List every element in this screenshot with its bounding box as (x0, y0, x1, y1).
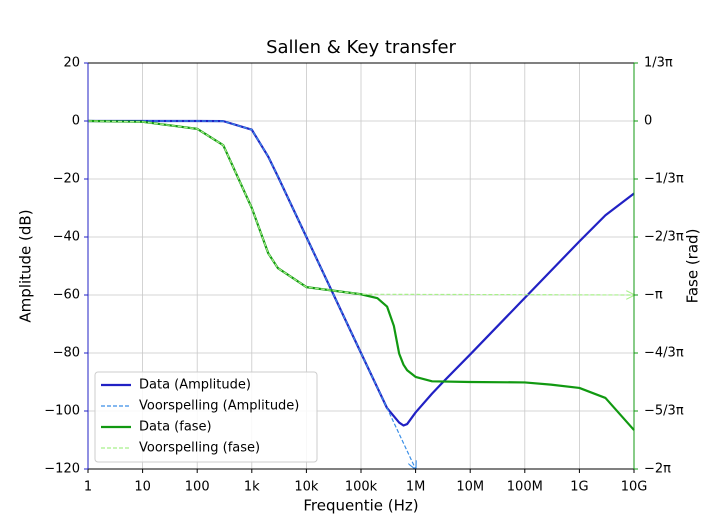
y-tick-label: −40 (53, 230, 80, 245)
legend-label: Data (Amplitude) (139, 378, 251, 393)
legend-label: Data (fase) (139, 420, 212, 435)
y2-tick-label: −2/3π (644, 230, 684, 245)
legend-label: Voorspelling (fase) (139, 441, 260, 456)
x-tick-label: 1 (84, 480, 92, 495)
y-tick-label: 0 (72, 114, 80, 129)
legend: Data (Amplitude) Voorspelling (Amplitude)… (94, 371, 318, 463)
y2-tick-label: −2π (644, 462, 671, 477)
x-tick-label: 10M (456, 480, 484, 495)
y2-tick-label: 0 (644, 114, 652, 129)
y-tick-label: 20 (63, 56, 80, 71)
y-tick-label: −100 (44, 404, 80, 419)
y-tick-label: −60 (53, 288, 80, 303)
legend-box (94, 371, 318, 463)
y2-tick-label: −π (644, 288, 663, 303)
series-line (87, 120, 634, 295)
x-tick-label: 1k (244, 480, 260, 495)
y2-tick-label: 1/3π (644, 56, 673, 71)
x-tick-label: 100 (185, 480, 210, 495)
series-line (88, 120, 416, 469)
chart-title: Sallen & Key transfer (266, 37, 456, 58)
x-tick-label: 100k (345, 480, 378, 495)
x-tick-label: 1G (570, 480, 588, 495)
y-axis-label: Amplitude (dB) (17, 209, 35, 322)
y2-tick-label: −5/3π (644, 404, 684, 419)
x-tick-label: 10k (294, 480, 319, 495)
x-axis-label: Frequentie (Hz) (303, 497, 418, 515)
x-tick-label: 100M (507, 480, 543, 495)
plot-lines (87, 119, 634, 469)
axes: 1 10 100 1k 10k 100k 1M 10M 100M 1G 10G −120 −100 −80… (44, 56, 684, 495)
x-tick-label: 1M (406, 480, 426, 495)
y-tick-label: −120 (44, 462, 80, 477)
y2-axis-label: Fase (rad) (684, 229, 702, 304)
y-tick-label: −20 (53, 172, 80, 187)
y-tick-label: −80 (53, 346, 80, 361)
y2-tick-label: −1/3π (644, 172, 684, 187)
y2-tick-label: −4/3π (644, 346, 684, 361)
x-tick-label: 10 (134, 480, 151, 495)
x-tick-label: 10G (621, 480, 648, 495)
legend-label: Voorspelling (Amplitude) (139, 399, 299, 414)
